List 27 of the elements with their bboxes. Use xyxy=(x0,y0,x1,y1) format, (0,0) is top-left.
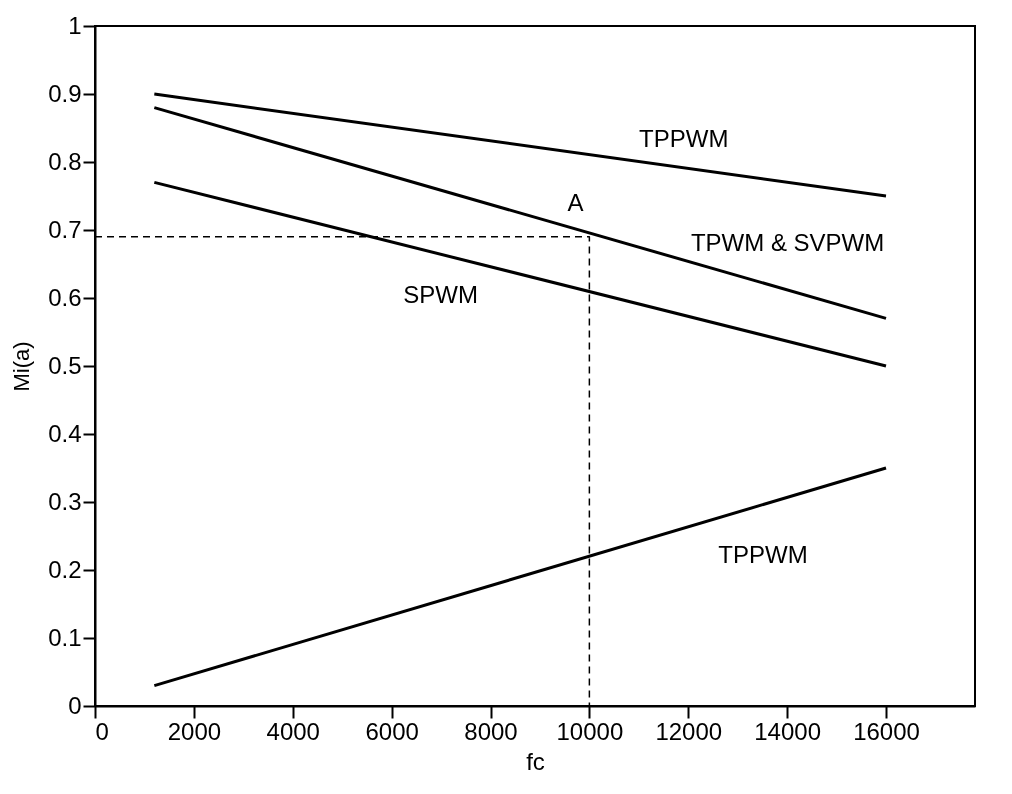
y-axis-title: Mi(a) xyxy=(9,341,35,392)
x-tick-label: 8000 xyxy=(464,717,518,745)
annotation: SPWM xyxy=(403,281,478,308)
y-tick-label: 0.1 xyxy=(48,623,82,651)
y-tick-label: 0.8 xyxy=(48,147,82,175)
x-tick-label: 6000 xyxy=(365,717,419,745)
x-tick-label: 12000 xyxy=(655,717,723,745)
y-tick-label: 0.2 xyxy=(48,555,82,583)
y-tick-label: 1 xyxy=(68,11,82,39)
annotation: A xyxy=(567,189,584,216)
y-tick-label: 0.4 xyxy=(48,419,82,447)
y-tick-label: 0.7 xyxy=(48,215,82,243)
y-tick-label: 0.9 xyxy=(48,79,82,107)
x-tick-label: 10000 xyxy=(556,717,624,745)
y-tick-label: 0.5 xyxy=(48,351,82,379)
x-tick-label: 14000 xyxy=(754,717,822,745)
annotation: TPWM & SVPWM xyxy=(690,228,885,256)
x-tick-label: 4000 xyxy=(266,717,320,745)
x-tick-label: 0 xyxy=(95,717,109,745)
annotation: TPPWM xyxy=(718,541,808,569)
y-tick-label: 0.3 xyxy=(48,487,82,515)
x-tick-label: 16000 xyxy=(853,717,920,745)
y-tick-label: 0.6 xyxy=(48,283,82,311)
annotation: TPPWM xyxy=(639,125,729,152)
x-tick-label: 2000 xyxy=(167,717,222,745)
y-tick-label: 0 xyxy=(68,691,82,719)
x-axis-title: fc xyxy=(526,747,545,775)
